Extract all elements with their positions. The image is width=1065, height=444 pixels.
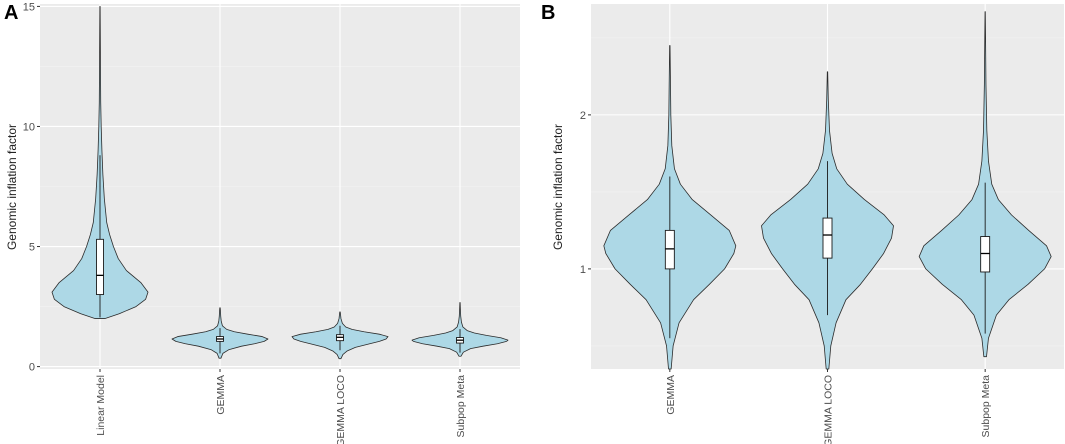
panel-a-y-axis-title: Genomic inflation factor xyxy=(5,124,19,250)
panel-b-label: B xyxy=(541,2,555,24)
y-tick-label: 0 xyxy=(29,362,35,374)
y-tick-label: 2 xyxy=(580,110,586,122)
x-tick-label: Subpop Meta xyxy=(980,375,992,438)
panel-b-y-axis: 12 xyxy=(580,110,591,276)
box-iqr xyxy=(822,217,833,259)
panel-b-violins xyxy=(603,11,1052,370)
panel-b-x-axis: GEMMA GEMMA LOCO Subpop Meta xyxy=(665,369,992,444)
x-tick-label: Linear Model xyxy=(95,375,107,436)
box-iqr xyxy=(96,238,104,296)
panel-a: A 0 5 10 15 Linear Model GEMMA GEMMA LOCO Subp… xyxy=(4,1,520,444)
x-tick-label: GEMMA LOCO xyxy=(823,375,835,444)
panel-b-y-axis-title: Genomic inflation factor xyxy=(551,124,565,250)
y-tick-label: 10 xyxy=(23,121,35,133)
panel-a-violins xyxy=(51,6,509,360)
panel-a-label: A xyxy=(4,2,18,24)
panel-a-y-axis: 0 5 10 15 xyxy=(23,1,40,374)
y-tick-label: 15 xyxy=(23,1,35,13)
x-tick-label: GEMMA xyxy=(215,375,227,415)
panel-b: B 12 GEMMA GEMMA LOCO Subpop Meta Genomic … xyxy=(541,2,1064,444)
y-tick-label: 1 xyxy=(580,264,586,276)
box-iqr xyxy=(664,229,675,270)
x-tick-label: GEMMA xyxy=(665,375,677,415)
box-iqr xyxy=(980,236,991,273)
x-tick-label: GEMMA LOCO xyxy=(335,375,347,444)
y-tick-label: 5 xyxy=(29,242,35,254)
x-tick-label: Subpop Meta xyxy=(455,375,467,438)
panel-a-x-axis: Linear Model GEMMA GEMMA LOCO Subpop Meta xyxy=(95,369,467,444)
